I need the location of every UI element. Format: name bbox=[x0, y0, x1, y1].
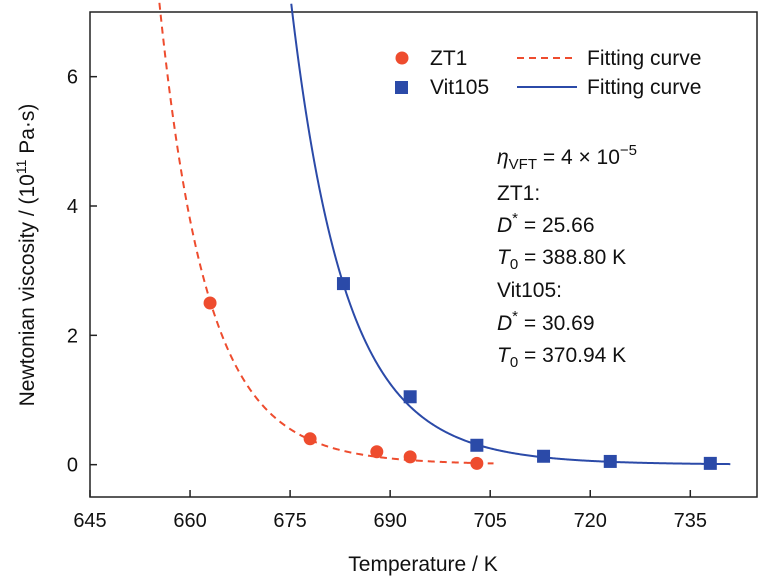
y-tick-label: 2 bbox=[67, 325, 78, 347]
annot-eta-sub: VFT bbox=[509, 156, 537, 173]
x-tick-label: 675 bbox=[273, 510, 306, 532]
plot-frame bbox=[89, 11, 758, 498]
point-vit105 bbox=[703, 456, 717, 470]
annot-zt1-d-symbol: D bbox=[497, 214, 512, 237]
point-vit105 bbox=[336, 277, 350, 291]
y-axis-title: Newtonian viscosity / (1011 Pa·s) bbox=[13, 104, 39, 407]
annot-zt1-t-symbol: T bbox=[497, 246, 512, 269]
axis-ticks: 645 660 675 690 705 720 735 0 2 4 6 bbox=[67, 67, 707, 532]
x-tick-label: 660 bbox=[173, 510, 206, 532]
point-zt1 bbox=[303, 432, 317, 446]
annot-vit-d-sup: * bbox=[512, 308, 518, 325]
annot-vit-d-value: = 30.69 bbox=[518, 312, 594, 335]
legend-label-vit105: Vit105 bbox=[430, 76, 489, 99]
legend-marker-vit105 bbox=[395, 81, 408, 94]
annot-eta-symbol: η bbox=[497, 146, 509, 169]
fit-parameters-annotation: ηVFT = 4 × 10−5 ZT1: D* = 25.66 T0 = 388… bbox=[497, 142, 637, 371]
y-tick-label: 6 bbox=[67, 67, 78, 89]
legend: ZT1 Fitting curve Vit105 Fitting curve bbox=[395, 47, 701, 99]
fit-curve-vit105 bbox=[290, 3, 731, 466]
x-axis-title: Temperature / K bbox=[348, 553, 497, 576]
annot-vit-t-sub: 0 bbox=[510, 354, 518, 371]
point-zt1 bbox=[403, 450, 417, 464]
annot-zt1-d-line: D* = 25.66 bbox=[497, 210, 595, 237]
annot-vit-label: Vit105: bbox=[497, 279, 562, 302]
x-tick-label: 705 bbox=[474, 510, 507, 532]
annot-vit-t-value: = 370.94 K bbox=[518, 344, 626, 367]
annot-vit-t-symbol: T bbox=[497, 344, 512, 367]
annot-vit-d-line: D* = 30.69 bbox=[497, 308, 595, 335]
y-tick-label: 4 bbox=[67, 196, 78, 218]
point-zt1 bbox=[203, 296, 217, 310]
point-vit105 bbox=[537, 449, 551, 463]
x-tick-label: 645 bbox=[73, 510, 106, 532]
point-vit105 bbox=[603, 454, 617, 468]
x-tick-label: 720 bbox=[574, 510, 607, 532]
annot-zt1-t-value: = 388.80 K bbox=[518, 246, 626, 269]
y-tick-label: 0 bbox=[67, 455, 78, 477]
fit-curves bbox=[158, 2, 731, 466]
legend-label-zt1: ZT1 bbox=[430, 47, 467, 70]
point-zt1 bbox=[370, 445, 384, 459]
annot-vit-t-line: T0 = 370.94 K bbox=[497, 344, 626, 371]
y-axis-title-unit: Pa·s) bbox=[16, 104, 39, 160]
fit-curve-zt1 bbox=[158, 2, 494, 465]
annot-zt1-d-value: = 25.66 bbox=[518, 214, 594, 237]
point-zt1 bbox=[470, 456, 484, 470]
annot-eta-exp: −5 bbox=[620, 142, 637, 159]
annot-zt1-d-sup: * bbox=[512, 210, 518, 227]
x-tick-label: 735 bbox=[674, 510, 707, 532]
data-points bbox=[203, 277, 717, 470]
legend-marker-zt1 bbox=[395, 51, 409, 65]
annot-zt1-label: ZT1: bbox=[497, 182, 540, 205]
y-axis-title-exponent: 11 bbox=[13, 159, 29, 174]
legend-label-vit105-fit: Fitting curve bbox=[587, 76, 701, 99]
annot-eta-value: = 4 × 10 bbox=[537, 146, 620, 169]
annot-zt1-t-line: T0 = 388.80 K bbox=[497, 246, 626, 273]
legend-label-zt1-fit: Fitting curve bbox=[587, 47, 701, 70]
point-vit105 bbox=[470, 438, 484, 452]
annot-zt1-t-sub: 0 bbox=[510, 256, 518, 273]
annot-eta-line: ηVFT = 4 × 10−5 bbox=[497, 142, 637, 173]
point-vit105 bbox=[403, 390, 417, 404]
x-tick-label: 690 bbox=[373, 510, 406, 532]
annot-vit-d-symbol: D bbox=[497, 312, 512, 335]
y-axis-title-main: Newtonian viscosity / (10 bbox=[16, 174, 39, 406]
